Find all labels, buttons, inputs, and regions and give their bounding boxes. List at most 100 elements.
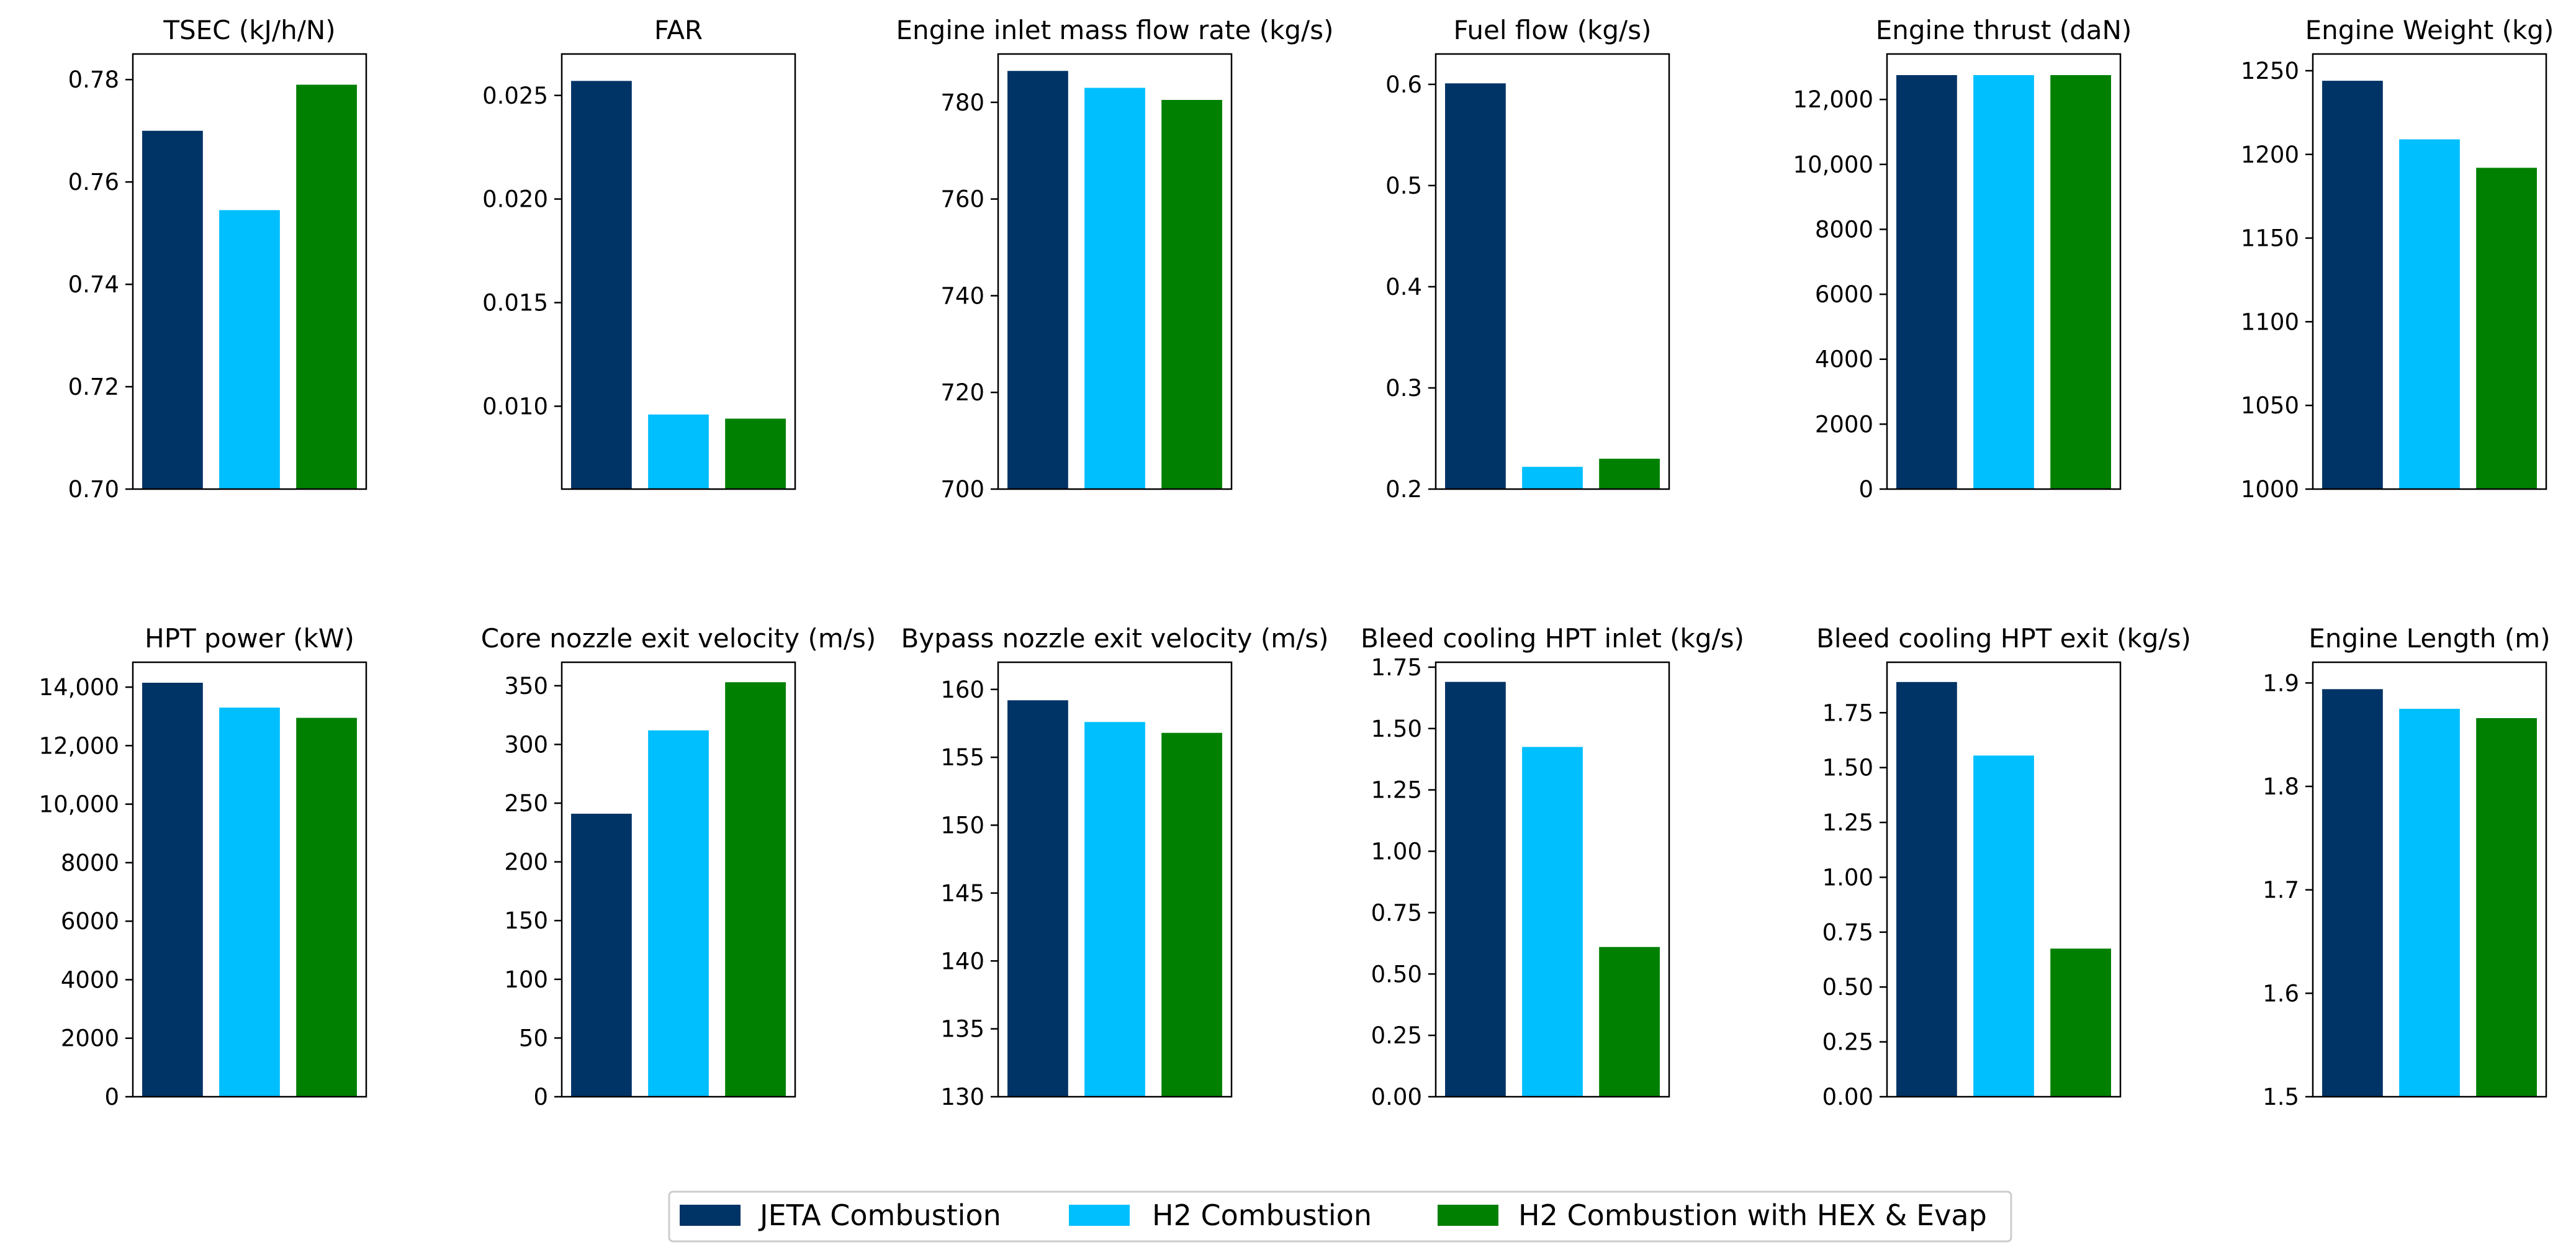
y-tick-label: 1.9 <box>2263 670 2299 696</box>
y-tick-label: 0.4 <box>1385 274 1422 300</box>
axes-frame <box>561 661 796 1098</box>
subplot-title: Engine Weight (kg) <box>2305 15 2554 45</box>
y-tick-label: 0.50 <box>1371 961 1422 987</box>
y-tick-label: 150 <box>940 812 984 839</box>
y-tick-label: 130 <box>940 1084 984 1110</box>
y-tick-label: 1.50 <box>1822 755 1873 781</box>
bar-h2-hex-evap <box>1161 732 1222 1097</box>
y-tick-label: 1050 <box>2241 392 2299 419</box>
subplot: FAR 0.010 0.015 0.020 0.025 <box>482 15 796 490</box>
subplot: Bleed cooling HPT exit (kg/s) 0.00 0.25 0.5… <box>1816 623 2191 1110</box>
axes-frame <box>997 661 1233 1098</box>
y-tick-label: 1.00 <box>1822 864 1873 891</box>
y-tick-label: 300 <box>504 731 548 758</box>
bar-jeta <box>1896 75 1957 490</box>
y-tick-label: 0.72 <box>68 374 119 400</box>
subplot: TSEC (kJ/h/N) 0.70 0.72 0.74 0.76 0.78 <box>68 15 367 503</box>
bar-h2-hex-evap <box>1599 459 1660 489</box>
y-tick-label: 0.74 <box>68 271 119 298</box>
subplot-title: Engine thrust (daN) <box>1876 15 2132 45</box>
y-tick-label: 0.70 <box>68 476 119 503</box>
y-tick-label: 8000 <box>61 850 119 876</box>
bar-h2-hex-evap <box>2476 718 2537 1097</box>
bar-h2-hex-evap <box>2476 168 2537 489</box>
subplot-title: Core nozzle exit velocity (m/s) <box>481 623 876 654</box>
y-tick-label: 0.00 <box>1371 1084 1422 1110</box>
y-tick-label: 0.015 <box>482 290 548 317</box>
y-tick-label: 135 <box>940 1016 984 1043</box>
y-tick-label: 2000 <box>1815 411 1873 438</box>
subplot-title: HPT power (kW) <box>145 623 354 654</box>
y-tick-label: 100 <box>504 966 548 993</box>
y-tick-label: 6000 <box>61 908 119 935</box>
y-tick-label: 1.5 <box>2263 1084 2299 1110</box>
y-tick-label: 4000 <box>1815 346 1873 373</box>
subplot-title: Fuel flow (kg/s) <box>1454 15 1652 45</box>
bar-h2-hex-evap <box>2050 75 2111 490</box>
subplot-title: Engine Length (m) <box>2308 623 2550 654</box>
axes-frame <box>561 53 796 490</box>
bar-jeta <box>571 814 632 1097</box>
bar-h2-hex-evap <box>725 418 786 489</box>
subplot: Bypass nozzle exit velocity (m/s) 130 135 1… <box>901 623 1328 1110</box>
y-tick-label: 0.5 <box>1385 173 1422 199</box>
subplot: Engine inlet mass flow rate (kg/s) 700 720… <box>896 15 1334 503</box>
legend-swatch-h2-hex-evap <box>1438 1205 1498 1226</box>
subplots: TSEC (kJ/h/N) 0.70 0.72 0.74 0.76 0.78 FAR 0.01… <box>39 15 2554 1110</box>
subplot: Bleed cooling HPT inlet (kg/s) 0.00 0.25 0.… <box>1361 623 1744 1110</box>
axes-frame <box>2312 661 2547 1098</box>
subplot: Engine Weight (kg) 1000 1050 1100 1150 1200 12… <box>2241 15 2554 503</box>
y-tick-label: 0.50 <box>1822 974 1873 1001</box>
y-tick-label: 760 <box>940 186 984 213</box>
y-tick-label: 0.25 <box>1371 1022 1422 1049</box>
bar-h2 <box>1522 747 1583 1097</box>
legend-swatch-jeta <box>680 1205 741 1226</box>
y-tick-label: 0.3 <box>1385 375 1422 402</box>
legend-frame <box>668 1190 2012 1243</box>
bar-h2 <box>648 414 709 489</box>
y-tick-label: 1.75 <box>1822 699 1873 726</box>
bar-h2 <box>2399 709 2460 1097</box>
axes-frame <box>132 661 367 1098</box>
bar-jeta <box>1445 681 1506 1097</box>
y-tick-label: 780 <box>940 89 984 116</box>
subplot-title: Bypass nozzle exit velocity (m/s) <box>901 623 1328 654</box>
subplot-title: FAR <box>654 15 703 45</box>
y-tick-label: 0.6 <box>1385 71 1422 98</box>
y-tick-label: 14,000 <box>39 674 119 701</box>
y-tick-label: 0.78 <box>68 66 119 93</box>
bar-h2-hex-evap <box>1161 99 1222 489</box>
bar-jeta <box>1445 83 1506 490</box>
y-tick-label: 1000 <box>2241 476 2299 503</box>
y-tick-label: 8000 <box>1815 216 1873 243</box>
legend-label-h2: H2 Combustion <box>1152 1199 1372 1232</box>
y-tick-label: 0.75 <box>1371 899 1422 926</box>
axes-frame <box>997 53 1233 490</box>
y-tick-label: 4000 <box>61 966 119 993</box>
bar-h2 <box>1973 75 2034 490</box>
y-tick-label: 740 <box>940 282 984 309</box>
y-tick-label: 1.25 <box>1371 777 1422 804</box>
bar-h2-hex-evap <box>725 682 786 1097</box>
y-tick-label: 10,000 <box>1793 151 1873 178</box>
y-tick-label: 10,000 <box>39 791 119 818</box>
y-tick-label: 0 <box>1858 476 1873 503</box>
axes-frame <box>132 53 367 490</box>
bar-h2 <box>1084 88 1145 489</box>
legend-swatch-h2 <box>1069 1205 1130 1226</box>
y-tick-label: 0.025 <box>482 83 548 109</box>
y-tick-label: 1200 <box>2241 142 2299 168</box>
y-tick-label: 160 <box>940 677 984 703</box>
y-tick-label: 0.76 <box>68 169 119 196</box>
y-tick-label: 350 <box>504 673 548 699</box>
subplot-title: TSEC (kJ/h/N) <box>163 15 335 45</box>
y-tick-label: 2000 <box>61 1025 119 1052</box>
y-tick-label: 0.010 <box>482 393 548 420</box>
y-tick-label: 12,000 <box>1793 86 1873 113</box>
y-tick-label: 155 <box>940 744 984 771</box>
y-tick-label: 0.00 <box>1822 1084 1873 1110</box>
legend-label-h2-hex-evap: H2 Combustion with HEX & Evap <box>1518 1199 1987 1232</box>
bar-jeta <box>1007 700 1068 1097</box>
